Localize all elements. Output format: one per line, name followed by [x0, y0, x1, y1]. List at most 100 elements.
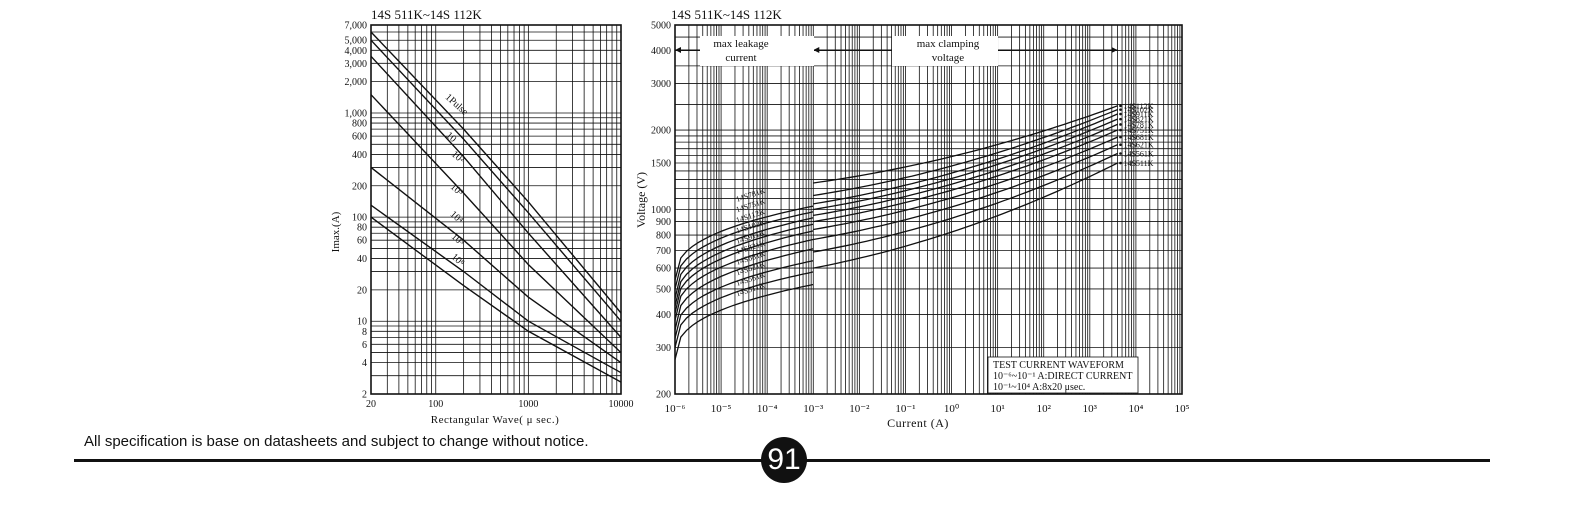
y-tick-label: 4	[362, 358, 367, 369]
y-tick-label: 1,000	[345, 108, 368, 119]
x-tick-label: 10⁵	[1175, 403, 1190, 415]
leakage-curve	[674, 230, 814, 314]
leakage-curve	[674, 238, 814, 321]
clamping-series-label: 14S621K	[1123, 141, 1153, 150]
note-box	[987, 356, 1139, 394]
clamping-curve	[813, 152, 1118, 253]
x-tick-label: 10²	[1037, 403, 1052, 415]
clamping-label-line1: max clamping	[917, 38, 980, 50]
y-tick-label: 3,000	[345, 59, 368, 70]
x-tick-label: 10⁻³	[803, 403, 824, 415]
left-chart-y-axis-label: Imax.(A)	[330, 211, 342, 252]
y-tick-label: 5,000	[345, 36, 368, 47]
y-tick-label: 6	[362, 340, 367, 351]
right-chart-y-axis-label: Voltage (V)	[634, 172, 648, 228]
series-line	[370, 216, 622, 383]
leakage-curve	[674, 248, 814, 330]
y-tick-label: 200	[352, 181, 367, 192]
x-tick-label: 100	[428, 399, 443, 410]
y-tick-label: 700	[656, 246, 671, 257]
x-tick-label: 10000	[609, 399, 634, 410]
leakage-label-line2: current	[725, 52, 756, 64]
leakage-curve	[674, 271, 814, 348]
clamping-label-dot	[1119, 104, 1122, 108]
y-tick-label: 10	[357, 317, 367, 328]
clamping-label-dot	[1119, 152, 1122, 155]
clamping-label-dot	[1119, 161, 1122, 165]
leakage-curve	[674, 217, 814, 299]
y-tick-label: 400	[352, 150, 367, 161]
clamping-label-dot	[1119, 123, 1122, 126]
series-line	[370, 31, 622, 314]
clamping-curve	[813, 129, 1118, 223]
right-chart-x-axis-label: Current (A)	[887, 416, 949, 430]
series-line	[370, 55, 622, 338]
y-tick-label: 1500	[651, 159, 671, 170]
clamping-curve	[813, 123, 1118, 217]
y-tick-label: 7,000	[345, 21, 368, 32]
arrow-head	[675, 47, 681, 53]
clamping-label-dot	[1119, 128, 1122, 132]
clamping-curve	[813, 105, 1118, 184]
y-tick-label: 600	[656, 264, 671, 275]
clamping-series-label: 14S781K	[1123, 120, 1153, 129]
left-chart-title: 14S 511K~14S 112K	[371, 7, 482, 22]
y-tick-label: 900	[656, 217, 671, 228]
clamping-label-dot	[1119, 112, 1122, 116]
x-tick-label: 10⁴	[1128, 403, 1143, 415]
leakage-curve	[674, 223, 814, 307]
clamping-series-label: 14S751K	[1123, 126, 1153, 135]
x-tick-label: 10⁻²	[849, 403, 870, 415]
right-chart-series	[674, 105, 1118, 360]
y-tick-label: 4000	[651, 46, 671, 57]
clamping-series-label: 14S911K	[1123, 110, 1153, 119]
y-tick-label: 400	[656, 310, 671, 321]
clamping-label-box	[892, 36, 998, 66]
y-tick-label: 500	[656, 284, 671, 295]
clamping-series-label: 14S821K	[1123, 115, 1153, 124]
clamping-curve	[813, 162, 1118, 269]
clamping-series-label: 14S681K	[1123, 133, 1153, 142]
leakage-label-line1: max leakage	[713, 38, 768, 50]
right-chart-tick-labels: 10⁻⁶ 10⁻⁵ 10⁻⁴ 10⁻³ 10⁻² 10⁻¹ 10⁰ 10¹ 10² 10³ 10⁴ 1…	[651, 21, 1190, 416]
series-line	[370, 166, 622, 364]
y-tick-label: 5000	[651, 21, 671, 32]
y-tick-label: 8	[362, 327, 367, 338]
x-tick-label: 10⁻⁵	[711, 403, 732, 415]
leakage-label-box	[700, 36, 814, 66]
clamping-series-label: 14S112K	[1123, 102, 1153, 111]
right-chart-regions: max leakage current max clamping voltage	[675, 36, 1118, 66]
plot-frame	[674, 24, 1183, 395]
clamping-label-dot	[1119, 135, 1122, 139]
clamping-curve	[813, 136, 1118, 231]
y-tick-label: 20	[357, 285, 367, 296]
x-tick-label: 10³	[1083, 403, 1098, 415]
y-tick-label: 80	[357, 223, 367, 234]
clamping-curve	[813, 144, 1118, 241]
clamping-label-line2: voltage	[932, 52, 964, 64]
y-tick-label: 2,000	[345, 77, 368, 88]
arrow-head	[813, 47, 820, 53]
note-line1: TEST CURRENT WAVEFORM	[993, 360, 1124, 371]
x-tick-label: 10⁻⁶	[665, 403, 686, 415]
leakage-curve	[674, 205, 814, 281]
y-tick-label: 2	[362, 390, 367, 401]
left-chart-series	[370, 31, 622, 383]
page-number-badge: 91	[761, 437, 807, 483]
clamping-label-dot	[1119, 108, 1122, 111]
right-chart-title: 14S 511K~14S 112K	[671, 7, 782, 22]
leakage-curve	[674, 283, 814, 360]
y-tick-label: 600	[352, 132, 367, 143]
y-tick-label: 3000	[651, 79, 671, 90]
arrow-head	[1111, 47, 1118, 53]
y-tick-label: 800	[656, 231, 671, 242]
clamping-curve	[813, 118, 1118, 211]
x-tick-label: 10⁰	[944, 403, 960, 415]
y-tick-label: 1000	[651, 205, 671, 216]
clamping-curve	[813, 113, 1118, 205]
clamping-series-label: 14S102K	[1123, 106, 1153, 115]
y-tick-label: 200	[656, 390, 671, 401]
